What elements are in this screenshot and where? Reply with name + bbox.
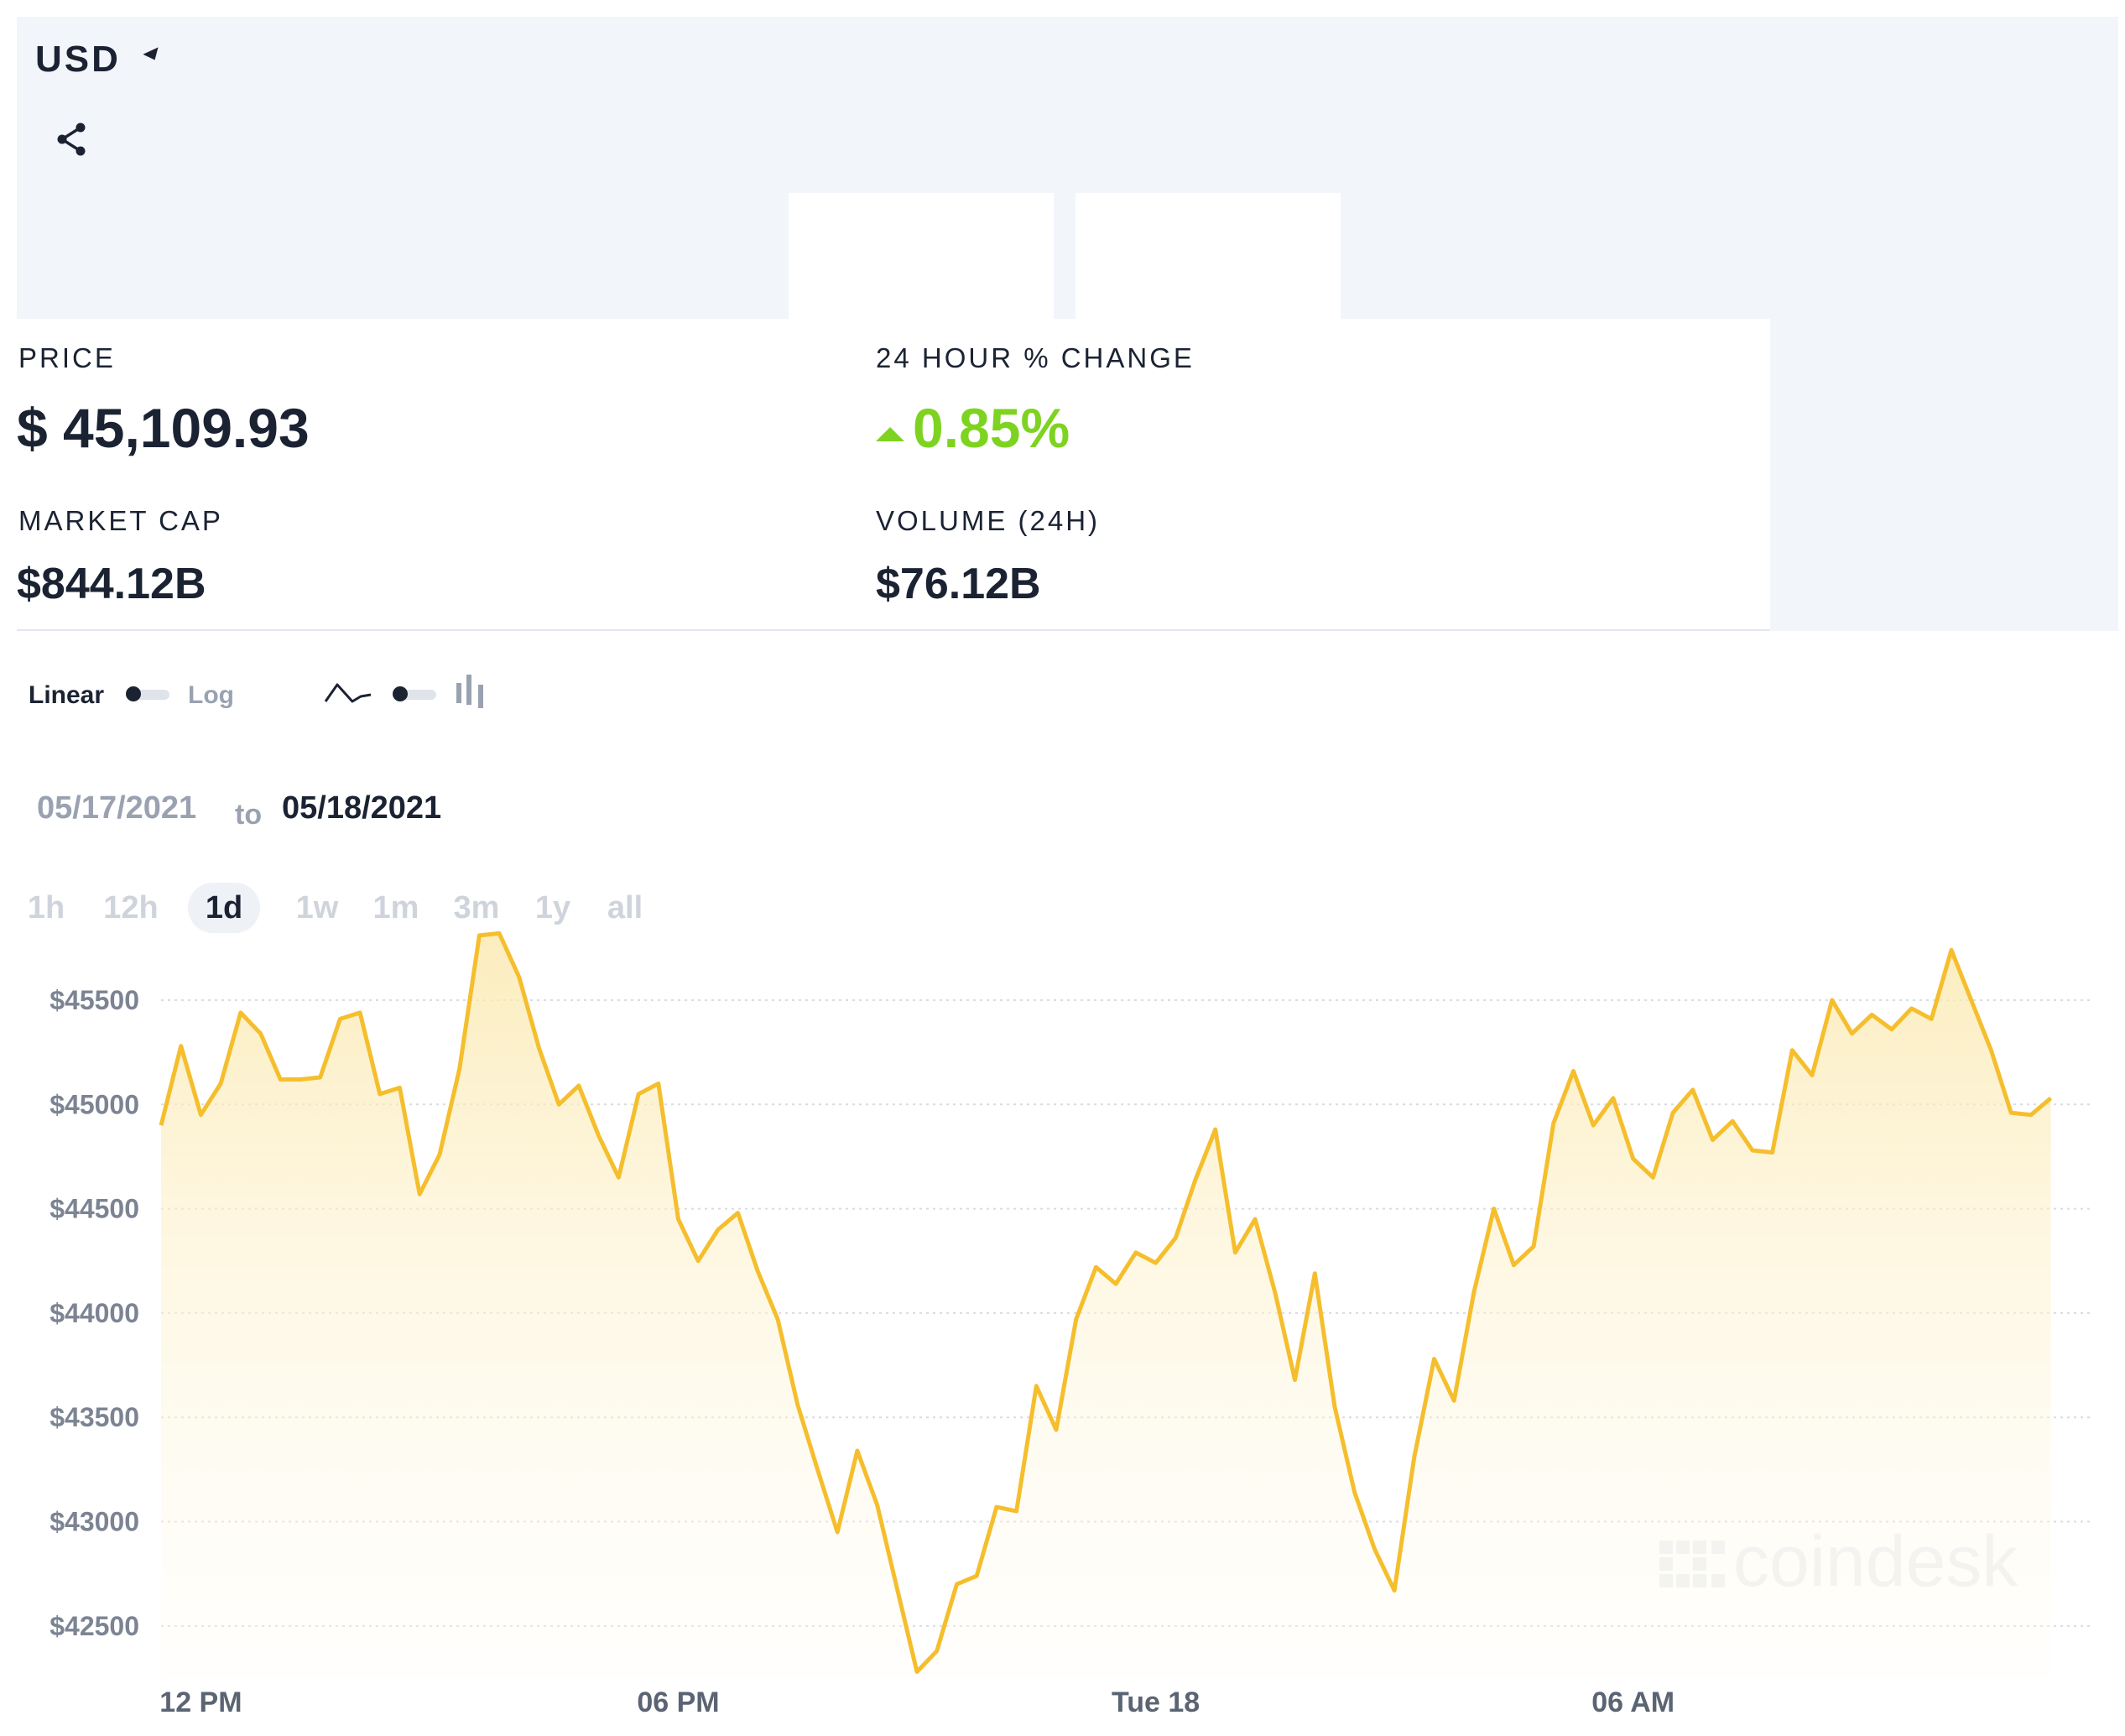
range-3m[interactable]: 3m: [453, 890, 500, 925]
change-label: 24 HOUR % CHANGE: [876, 342, 1195, 373]
scale-log-label[interactable]: Log: [188, 681, 234, 709]
right-strip: [1770, 319, 2118, 631]
price-area: [161, 933, 2051, 1678]
range-1d[interactable]: 1d: [188, 883, 260, 933]
scale-linear-label[interactable]: Linear: [29, 681, 105, 709]
currency-selector[interactable]: USD: [35, 39, 163, 81]
range-1h[interactable]: 1h: [27, 890, 65, 925]
blank-card: [789, 193, 1054, 324]
date-from[interactable]: 05/17/2021: [37, 790, 197, 826]
date-to-word: to: [235, 799, 263, 831]
y-tick-label: $44000: [49, 1298, 139, 1328]
x-tick-label: Tue 18: [1112, 1686, 1200, 1718]
y-tick-label: $45500: [49, 985, 139, 1015]
range-1m[interactable]: 1m: [372, 890, 419, 925]
toggle-track: [399, 690, 436, 700]
change-percent: 0.85%: [913, 397, 1070, 459]
y-tick-label: $43500: [49, 1402, 139, 1432]
line-chart-icon[interactable]: [324, 676, 372, 710]
price-value: $ 45,109.93: [17, 397, 310, 459]
date-to[interactable]: 05/18/2021: [282, 790, 442, 826]
range-1w[interactable]: 1w: [295, 890, 339, 925]
x-axis: 12 PM 06 PM Tue 18 06 AM: [159, 1686, 1674, 1718]
volume-value: $76.12B: [876, 560, 1041, 608]
range-12h[interactable]: 12h: [103, 890, 159, 925]
scale-toggle[interactable]: [126, 686, 169, 701]
stats-panel: PRICE $ 45,109.93 24 HOUR % CHANGE 0.85%…: [17, 319, 1770, 631]
y-tick-label: $42500: [49, 1611, 139, 1641]
price-line: [159, 931, 2053, 1674]
change-value: 0.85%: [876, 396, 1070, 460]
caret-down-icon: [143, 47, 163, 64]
toggle-knob: [126, 686, 141, 701]
market-cap-label: MARKET CAP: [18, 505, 223, 536]
y-tick-label: $45000: [49, 1089, 139, 1119]
price-chart: coindesk $45500$45000$44500$44000$43500$…: [49, 931, 2091, 1718]
blank-card: [1076, 193, 1341, 324]
y-axis: $45500 $45000 $44500 $44000 $43500 $43000 $425…: [49, 985, 139, 1641]
volume-label: VOLUME (24H): [876, 505, 1101, 536]
candlestick-chart-icon[interactable]: [455, 673, 488, 710]
x-tick-label: 06 AM: [1591, 1686, 1674, 1718]
header-band: USD: [17, 17, 2118, 324]
range-all[interactable]: all: [607, 890, 643, 925]
arrow-up-icon: [876, 426, 904, 441]
chart-type-toggle[interactable]: [393, 686, 436, 701]
price-label: PRICE: [18, 342, 116, 373]
toggle-knob: [393, 686, 408, 701]
range-1y[interactable]: 1y: [534, 890, 571, 925]
currency-label: USD: [35, 39, 121, 80]
share-icon[interactable]: [55, 121, 89, 158]
x-tick-label: 12 PM: [159, 1686, 242, 1718]
market-cap-value: $844.12B: [17, 560, 206, 608]
toggle-track: [133, 690, 169, 700]
y-tick-label: $44500: [49, 1194, 139, 1224]
y-tick-label: $43000: [49, 1507, 139, 1537]
x-tick-label: 06 PM: [637, 1686, 719, 1718]
